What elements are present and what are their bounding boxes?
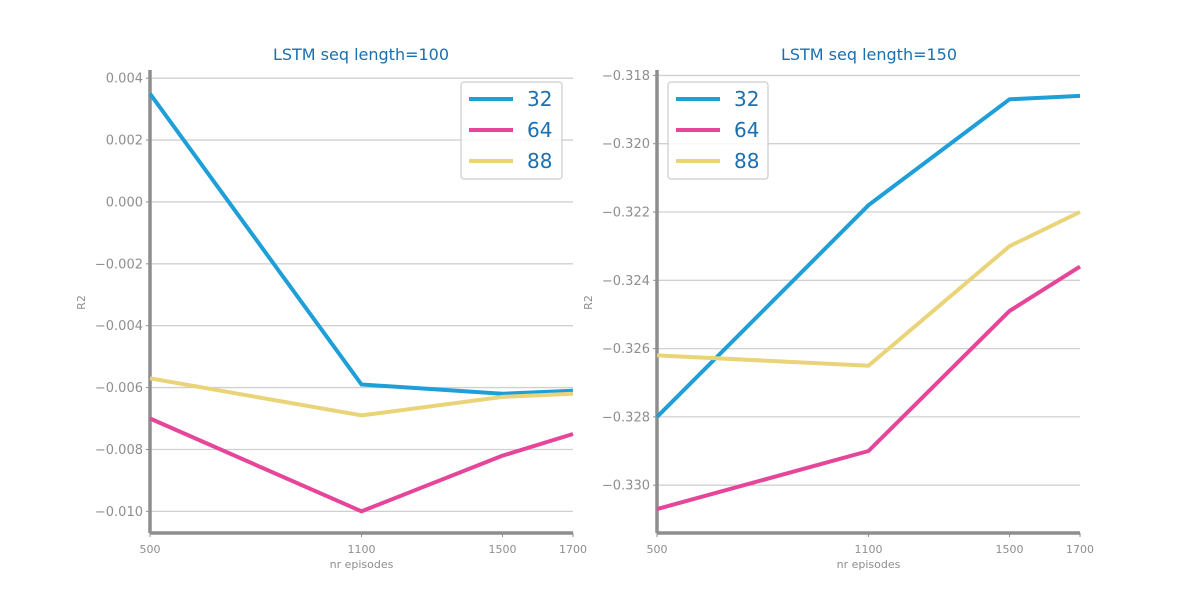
x-tick-label: 1700: [1066, 543, 1094, 556]
x-axis-label: nr episodes: [837, 558, 901, 571]
x-tick-label: 1500: [489, 543, 517, 556]
chart-title: LSTM seq length=150: [781, 45, 957, 64]
y-tick-label: −0.320: [602, 137, 650, 152]
x-axis-label: nr episodes: [330, 558, 394, 571]
y-tick-label: −0.326: [602, 342, 650, 357]
chart-panel-seq-100: 0.004 0.002 0.000 −0.002 −0.004 −0.006 −0.008 −…: [75, 45, 587, 571]
legend-label: 32: [734, 87, 759, 111]
y-tick-label: −0.002: [95, 257, 143, 272]
y-tick-label: 0.004: [106, 72, 143, 87]
y-tick-label: −0.004: [95, 319, 143, 334]
x-tick-label: 1100: [855, 543, 883, 556]
series-line-32: [655, 93, 1081, 419]
series-line-88: [149, 376, 574, 418]
legend-label: 88: [527, 149, 552, 173]
y-tick-label: −0.318: [602, 69, 650, 84]
series-line-64: [149, 416, 574, 514]
legend-label: 32: [527, 87, 552, 111]
y-tick-label: −0.010: [95, 505, 143, 520]
chart-title: LSTM seq length=100: [273, 45, 449, 64]
x-tick-label: 500: [140, 543, 161, 556]
y-tick-label: −0.322: [602, 206, 650, 221]
y-tick-label: 0.000: [106, 195, 143, 210]
y-tick-label: −0.330: [602, 479, 650, 494]
y-tick-label: 0.002: [106, 134, 143, 149]
x-tick-label: 500: [647, 543, 668, 556]
y-tick-label: −0.006: [95, 381, 143, 396]
legend-label: 64: [527, 118, 552, 142]
series-line-32: [148, 92, 574, 396]
legend-label: 88: [734, 149, 759, 173]
chart-panel-seq-150: −0.318 −0.320 −0.322 −0.324 −0.326 −0.328 −0.3…: [582, 45, 1094, 571]
series-line-64: [656, 264, 1082, 512]
y-tick-label: −0.008: [95, 443, 143, 458]
y-axis-label: R2: [75, 295, 88, 310]
x-tick-label: 1500: [996, 543, 1024, 556]
x-tick-label: 1700: [559, 543, 587, 556]
y-axis-label: R2: [582, 295, 595, 310]
y-tick-label: −0.324: [602, 274, 650, 289]
y-tick-label: −0.328: [602, 410, 650, 425]
legend-label: 64: [734, 118, 759, 142]
x-tick-label: 1100: [348, 543, 376, 556]
series-line-88: [656, 210, 1081, 368]
